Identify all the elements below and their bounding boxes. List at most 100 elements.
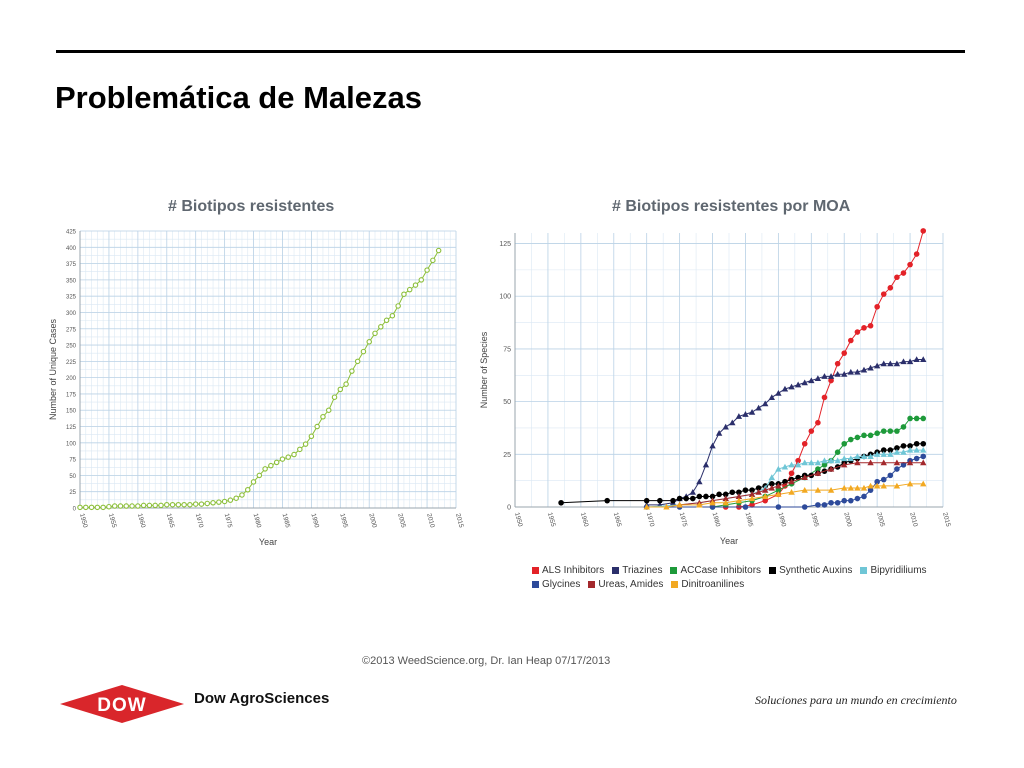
data-point-triazines — [893, 360, 901, 367]
legend-swatch — [860, 567, 868, 574]
data-point-dinitroanilines — [709, 499, 716, 506]
data-point-triazines — [781, 385, 789, 392]
data-point-als-inhibitors — [887, 285, 894, 291]
data-point-cases — [210, 500, 216, 506]
data-point-triazines — [913, 356, 920, 363]
data-point-synthetic-auxins — [729, 489, 736, 496]
data-point-cases — [83, 504, 89, 511]
y-tick-label: 225 — [66, 360, 77, 366]
data-point-als-inhibitors — [900, 270, 907, 276]
data-point-dinitroanilines — [893, 482, 901, 489]
legend-item: Triazines — [612, 565, 662, 576]
data-point-glycines — [821, 502, 828, 508]
data-point-triazines — [702, 461, 710, 468]
data-point-synthetic-auxins — [643, 497, 650, 504]
data-point-cases — [430, 257, 436, 264]
data-point-dinitroanilines — [676, 501, 683, 508]
legend-label: Bipyridiliums — [870, 565, 927, 576]
data-point-cases — [117, 503, 124, 509]
data-point-bipyridiliums — [906, 446, 914, 453]
data-point-bipyridiliums — [781, 463, 789, 470]
data-point-synthetic-auxins — [769, 481, 775, 487]
data-point-dinitroanilines — [788, 489, 795, 495]
data-point-bipyridiliums — [814, 459, 822, 466]
series-line-ureas-amides — [679, 462, 924, 506]
data-point-glycines — [854, 495, 861, 502]
x-tick-label: 1985 — [281, 513, 292, 529]
data-point-dinitroanilines — [847, 484, 855, 491]
data-point-als-inhibitors — [894, 274, 900, 281]
x-tick-label: 1990 — [776, 512, 787, 528]
data-point-glycines — [775, 504, 782, 510]
x-tick-label: 1970 — [194, 513, 205, 529]
data-point-dinitroanilines — [663, 503, 670, 510]
data-point-triazines — [860, 366, 868, 373]
data-point-bipyridiliums — [768, 474, 775, 481]
x-tick-label: 1955 — [546, 512, 557, 528]
data-point-dinitroanilines — [873, 482, 881, 489]
data-point-cases — [227, 497, 234, 503]
legend-label: Dinitroanilines — [681, 579, 745, 590]
data-point-ureas-amides — [788, 478, 795, 485]
data-point-triazines — [801, 379, 808, 386]
data-point-dinitroanilines — [748, 495, 756, 502]
data-point-als-inhibitors — [848, 337, 854, 344]
data-point-triazines — [880, 360, 887, 367]
data-point-cases — [221, 498, 228, 505]
data-point-als-inhibitors — [801, 440, 808, 447]
data-point-als-inhibitors — [841, 350, 848, 356]
data-point-cases — [198, 501, 205, 507]
data-point-dinitroanilines — [643, 503, 650, 510]
y-axis-label: Number of Species — [479, 331, 489, 408]
data-point-glycines — [894, 466, 900, 472]
x-tick-label: 1980 — [711, 512, 722, 528]
data-point-glycines — [913, 455, 920, 462]
data-point-cases — [366, 339, 372, 345]
data-point-triazines — [814, 375, 822, 381]
y-tick-label: 75 — [503, 346, 511, 353]
data-point-ureas-amides — [801, 474, 808, 481]
y-tick-label: 300 — [66, 311, 77, 317]
data-point-synthetic-auxins — [703, 493, 709, 500]
data-point-cases — [100, 504, 106, 511]
data-point-ureas-amides — [722, 495, 729, 502]
data-point-als-inhibitors — [821, 394, 828, 401]
data-point-cases — [216, 499, 222, 505]
data-point-cases — [383, 317, 390, 324]
data-point-dinitroanilines — [906, 480, 914, 487]
y-tick-label: 375 — [66, 262, 77, 268]
data-point-bipyridiliums — [920, 446, 927, 453]
data-point-cases — [291, 451, 297, 458]
legend-swatch — [769, 567, 777, 574]
data-point-ureas-amides — [762, 486, 769, 493]
page-title: Problemática de Malezas — [55, 80, 422, 115]
data-point-synthetic-auxins — [670, 497, 676, 504]
header-rule — [56, 50, 965, 53]
x-tick-label: 1955 — [107, 513, 118, 529]
x-tick-label: 2010 — [425, 513, 436, 529]
data-point-triazines — [775, 389, 782, 396]
data-point-cases — [418, 277, 425, 283]
data-point-als-inhibitors — [788, 470, 795, 477]
y-tick-label: 350 — [66, 278, 77, 284]
data-point-ureas-amides — [854, 459, 861, 466]
data-point-glycines — [887, 472, 894, 479]
y-tick-label: 275 — [66, 327, 77, 333]
legend-swatch — [671, 581, 679, 588]
data-point-triazines — [696, 478, 703, 485]
chart-title-right: # Biotipos resistentes por MOA — [612, 198, 851, 215]
data-point-cases — [169, 501, 176, 508]
data-point-synthetic-auxins — [907, 443, 913, 449]
data-point-triazines — [821, 373, 828, 379]
data-point-ureas-amides — [867, 459, 874, 466]
data-point-synthetic-auxins — [913, 440, 920, 447]
data-point-triazines — [867, 364, 874, 371]
x-tick-label: 1995 — [338, 513, 349, 529]
data-point-triazines — [827, 373, 835, 379]
data-point-triazines — [729, 419, 736, 426]
data-point-cases — [158, 502, 164, 509]
data-point-accase-inhibitors — [821, 462, 828, 468]
y-tick-label: 100 — [66, 441, 77, 447]
data-point-cases — [354, 358, 361, 365]
data-point-ureas-amides — [920, 459, 927, 466]
